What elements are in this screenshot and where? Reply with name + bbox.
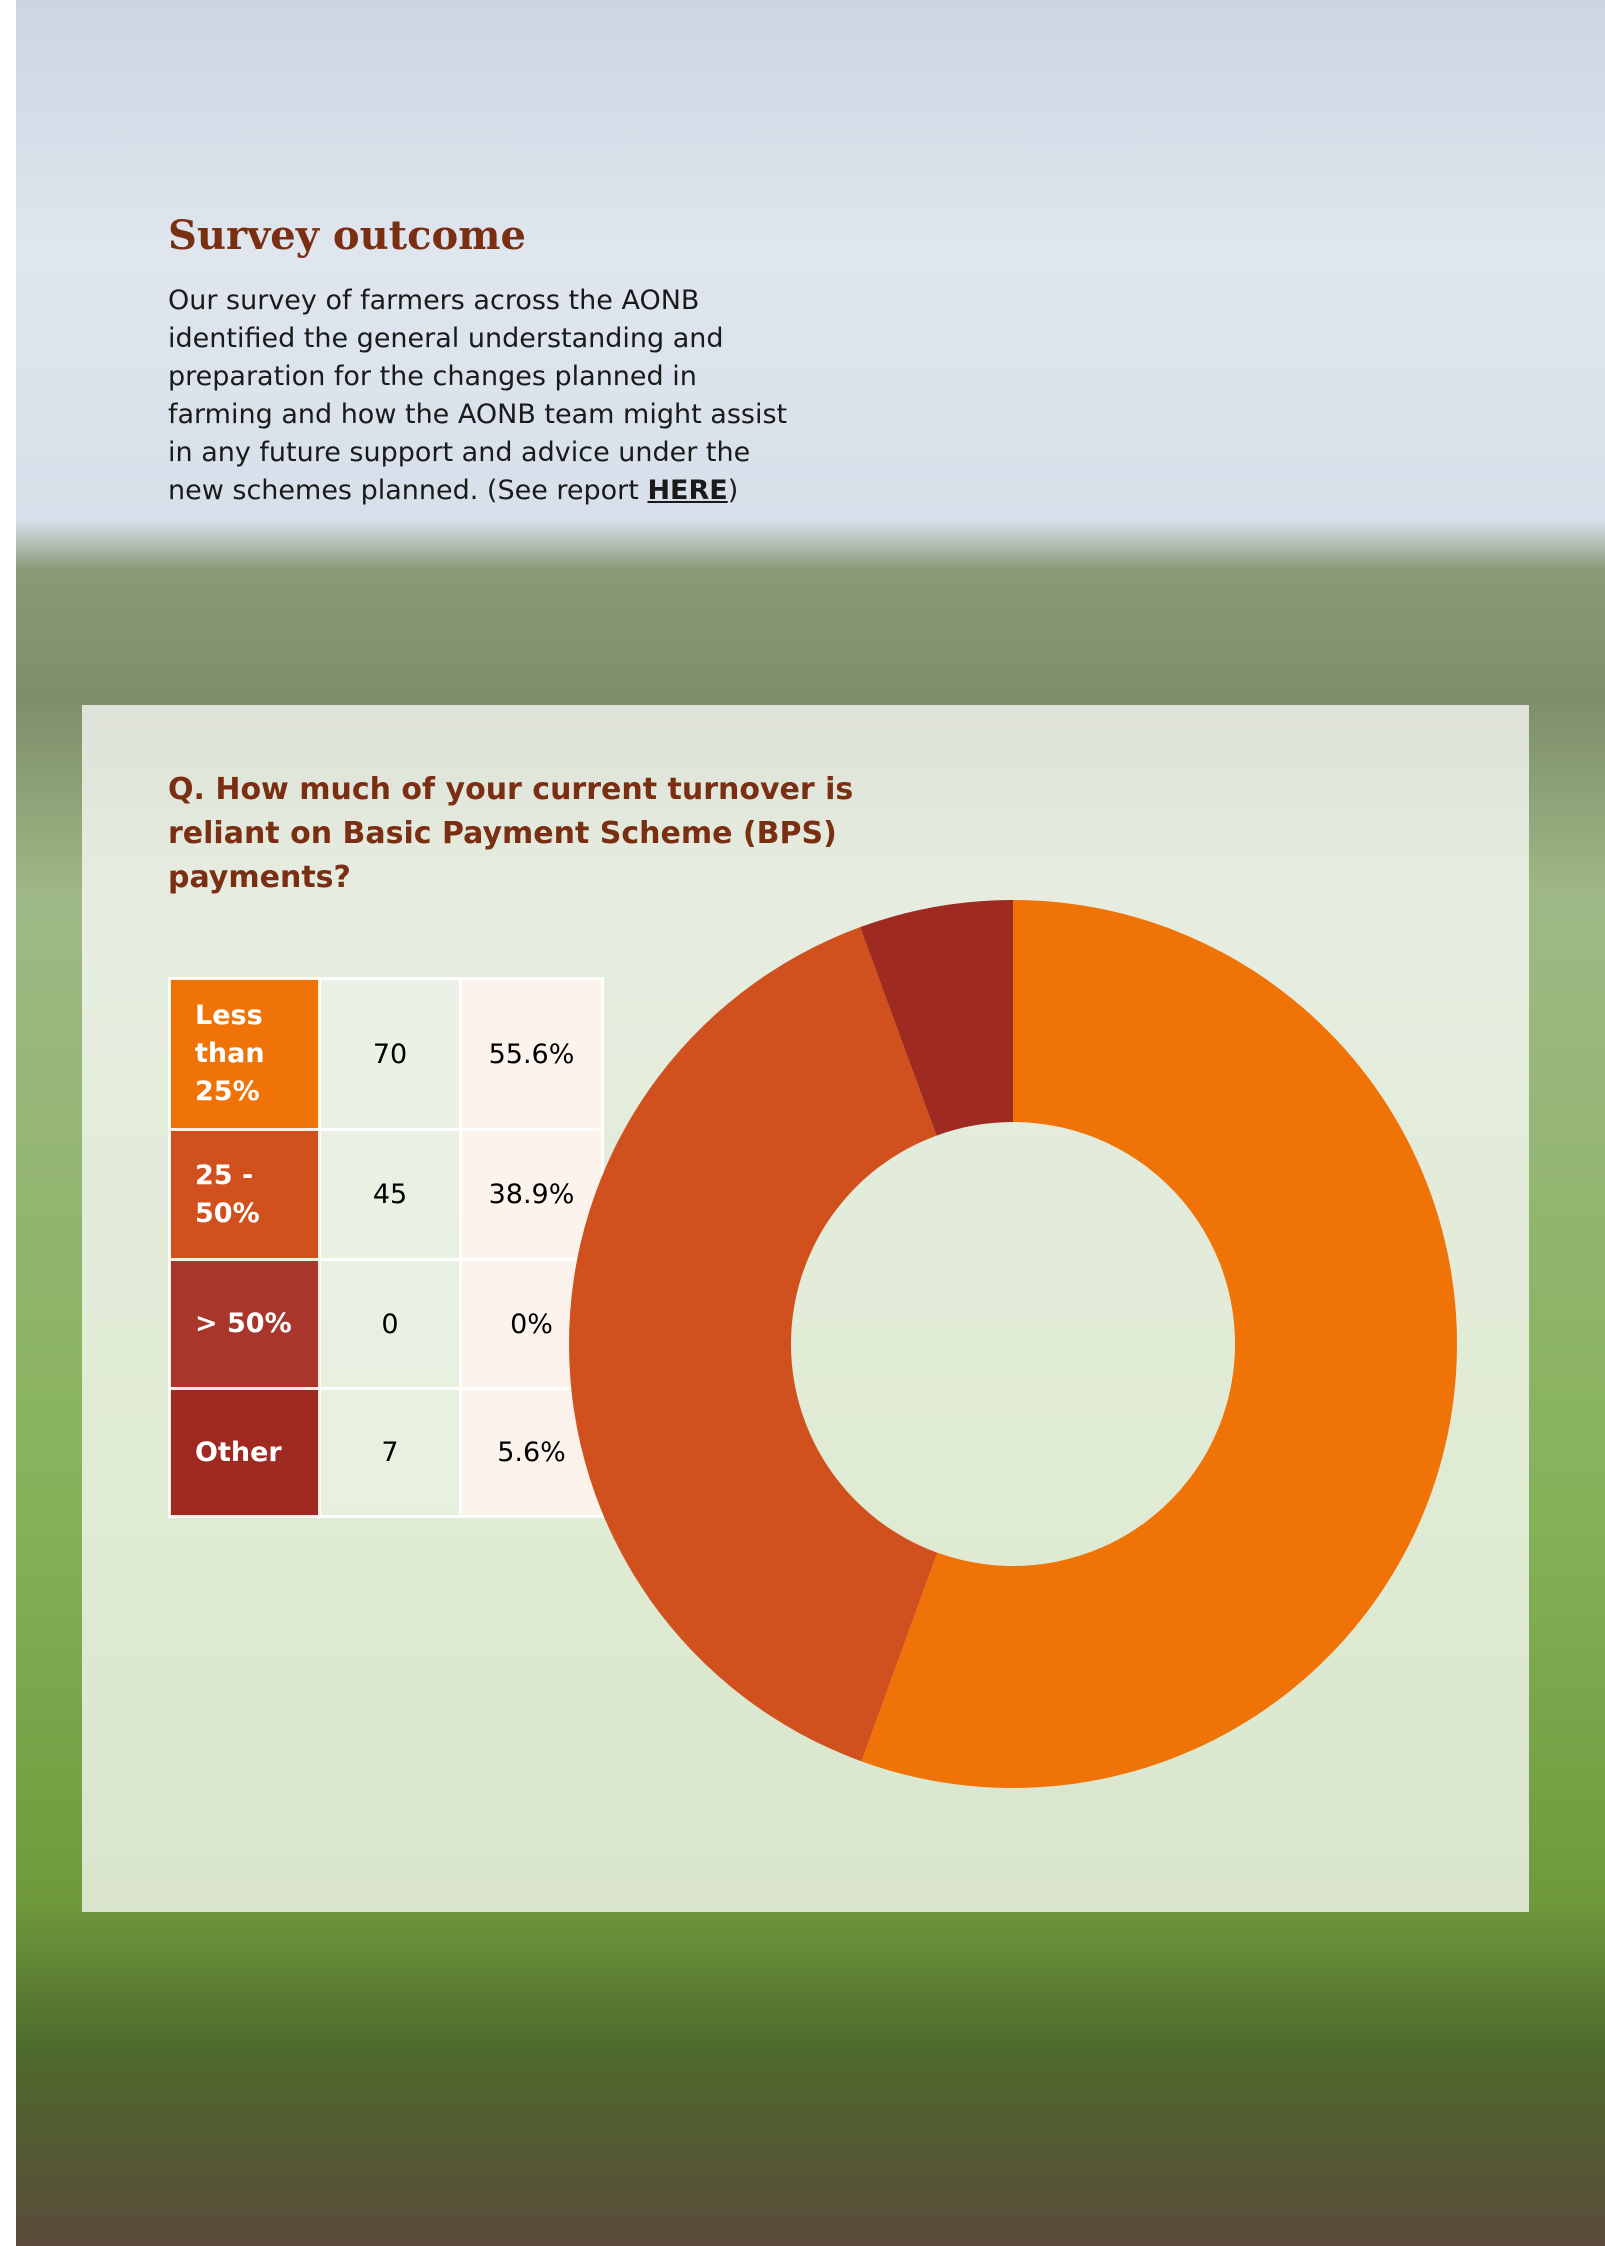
- donut-chart: [0, 0, 1605, 2246]
- page: Survey outcome Our survey of farmers acr…: [0, 0, 1605, 2246]
- donut-slice: [569, 927, 937, 1761]
